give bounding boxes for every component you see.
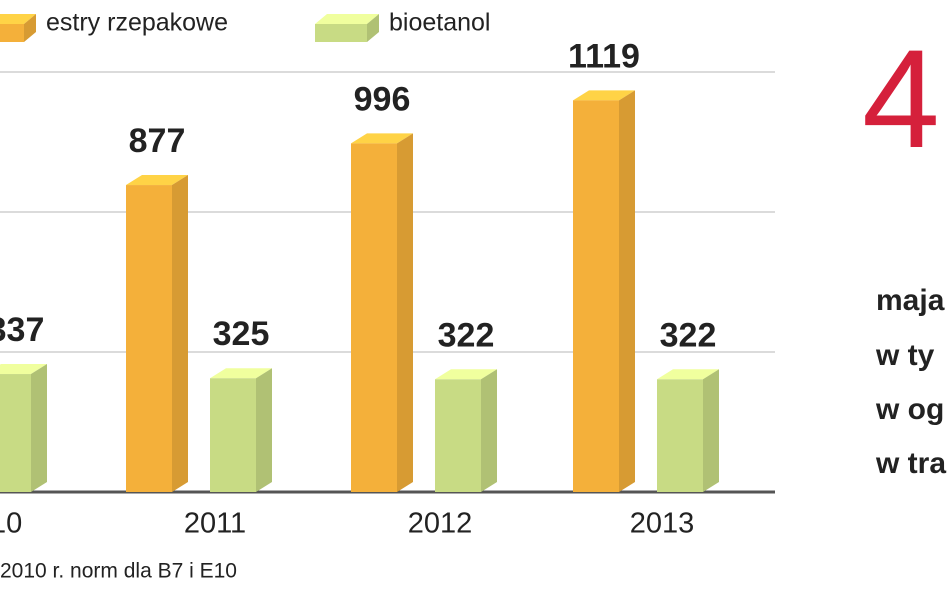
bar-side: [619, 90, 635, 492]
bar-side: [256, 368, 272, 492]
x-tick-label: 2011: [184, 508, 246, 540]
bar-side: [172, 175, 188, 493]
x-tick-label: 2012: [408, 508, 473, 540]
legend-label: bioetanol: [389, 9, 490, 37]
bar-top: [210, 368, 272, 379]
side-text: maja: [876, 284, 945, 317]
bar: [435, 379, 481, 492]
side-text: w og: [875, 393, 944, 426]
bar-side: [31, 364, 47, 492]
value-label: 322: [660, 316, 717, 354]
value-label: 322: [438, 316, 495, 354]
value-label: 325: [213, 315, 270, 353]
legend-label: estry rzepakowe: [46, 9, 228, 37]
value-label: 996: [354, 80, 411, 118]
legend-swatch: [24, 14, 36, 42]
bar-top: [435, 369, 497, 380]
bar-top: [0, 364, 47, 375]
value-label: 1119: [568, 37, 640, 75]
value-label: 877: [129, 122, 186, 160]
bar: [351, 143, 397, 492]
bar: [210, 378, 256, 492]
side-text: w ty: [875, 339, 935, 372]
bar-side: [703, 369, 719, 492]
footnote: 2010 r. norm dla B7 i E10: [0, 560, 237, 583]
bar-side: [397, 133, 413, 492]
bar-top: [573, 90, 635, 101]
legend-swatch: [0, 24, 24, 42]
bar-side: [481, 369, 497, 492]
bar-top: [351, 133, 413, 144]
bar: [573, 100, 619, 492]
value-label: 337: [0, 311, 44, 349]
bar: [0, 374, 31, 492]
side-number: 4: [862, 20, 940, 177]
x-tick-label: 2013: [630, 508, 695, 540]
legend-swatch: [315, 24, 367, 42]
bar-top: [657, 369, 719, 380]
x-tick-label: 2010: [0, 508, 22, 540]
bar: [657, 379, 703, 492]
bar-top: [126, 175, 188, 186]
bar: [126, 185, 172, 493]
legend-swatch: [315, 14, 379, 24]
side-text: w tra: [875, 447, 946, 480]
legend-swatch: [367, 14, 379, 42]
